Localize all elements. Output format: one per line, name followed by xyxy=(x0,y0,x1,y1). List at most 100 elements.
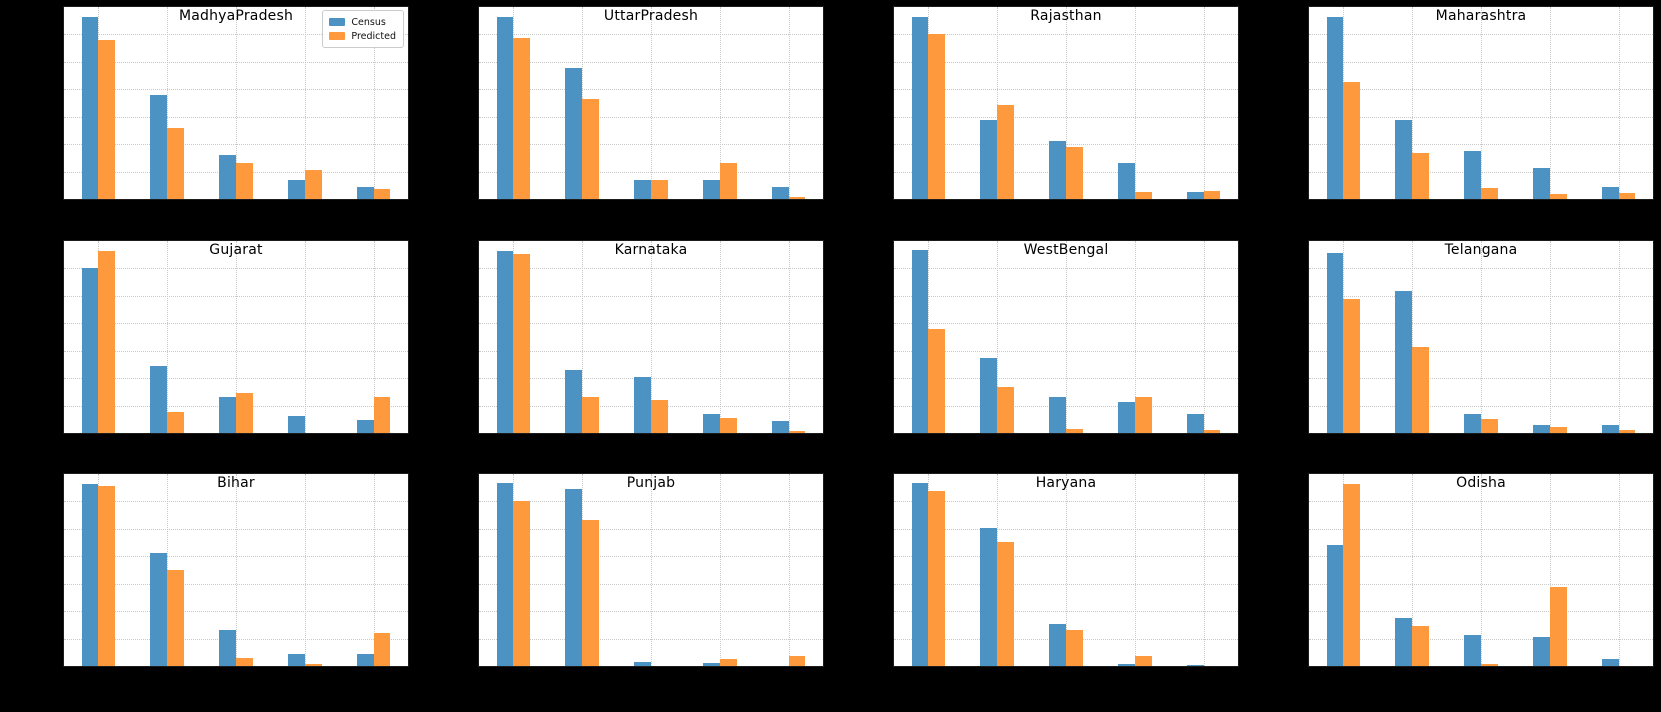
bar-predicted-group4 xyxy=(1549,194,1567,199)
vertical-gridline xyxy=(719,241,721,433)
vertical-gridline xyxy=(1412,241,1414,433)
bar-predicted-group5 xyxy=(373,189,391,199)
vertical-gridline xyxy=(719,7,721,199)
vertical-gridline xyxy=(788,7,790,199)
bar-predicted-group1 xyxy=(513,500,531,666)
bar-census-group1 xyxy=(496,16,514,199)
bar-predicted-group2 xyxy=(997,542,1015,666)
vertical-gridline xyxy=(373,241,375,433)
vertical-gridline xyxy=(167,7,169,199)
bar-census-group2 xyxy=(1395,120,1413,199)
vertical-gridline xyxy=(1549,474,1551,666)
subplot-madhyapradesh: MadhyaPradesh Census Predicted xyxy=(63,6,409,200)
bar-predicted-group5 xyxy=(1618,193,1636,199)
bar-predicted-group5 xyxy=(373,633,391,666)
plot-area xyxy=(894,7,1238,199)
bar-predicted-group4 xyxy=(304,664,322,666)
bar-predicted-group2 xyxy=(997,386,1015,433)
bar-predicted-group4 xyxy=(719,659,737,666)
bar-census-group1 xyxy=(81,267,99,433)
vertical-gridline xyxy=(1481,474,1482,666)
plot-area xyxy=(479,241,823,433)
vertical-gridline xyxy=(373,474,375,666)
bar-predicted-group3 xyxy=(236,162,253,199)
bar-census-group3 xyxy=(1464,635,1481,666)
bar-predicted-group1 xyxy=(928,491,946,666)
vertical-gridline xyxy=(304,7,306,199)
bar-census-group2 xyxy=(1395,290,1413,433)
legend-swatch-predicted xyxy=(329,32,346,40)
bar-census-group5 xyxy=(1601,659,1619,666)
bar-census-group4 xyxy=(1532,168,1550,199)
bar-census-group1 xyxy=(81,483,99,666)
bar-census-group2 xyxy=(150,365,168,433)
bar-census-group1 xyxy=(81,16,99,199)
subplot-maharashtra: Maharashtra xyxy=(1308,6,1654,200)
bar-predicted-group2 xyxy=(997,104,1015,199)
vertical-gridline xyxy=(1134,241,1136,433)
plot-area xyxy=(479,474,823,666)
bar-predicted-group3 xyxy=(1066,429,1083,433)
bar-census-group4 xyxy=(702,663,720,666)
vertical-gridline xyxy=(1412,7,1414,199)
bar-predicted-group3 xyxy=(1481,418,1498,433)
bar-census-group4 xyxy=(1532,425,1550,433)
bar-census-group2 xyxy=(980,120,998,199)
subplot-telangana: Telangana xyxy=(1308,240,1654,434)
bar-predicted-group2 xyxy=(582,396,600,433)
bar-census-group3 xyxy=(219,154,236,199)
bar-predicted-group3 xyxy=(651,400,668,433)
vertical-gridline xyxy=(236,7,237,199)
bar-predicted-group3 xyxy=(651,179,668,199)
bar-predicted-group2 xyxy=(1412,152,1430,199)
bar-census-group2 xyxy=(150,552,168,666)
bar-census-group4 xyxy=(1117,664,1135,666)
vertical-gridline xyxy=(1203,241,1205,433)
vertical-gridline xyxy=(1481,241,1482,433)
subplot-rajasthan: Rajasthan xyxy=(893,6,1239,200)
vertical-gridline xyxy=(1481,7,1482,199)
bar-predicted-group2 xyxy=(582,520,600,666)
vertical-gridline xyxy=(304,474,306,666)
bar-census-group3 xyxy=(1049,397,1066,433)
bar-predicted-group2 xyxy=(582,99,600,199)
subplot-odisha: Odisha xyxy=(1308,473,1654,667)
vertical-gridline xyxy=(1203,7,1205,199)
bar-census-group5 xyxy=(1186,192,1204,199)
vertical-gridline xyxy=(1066,7,1067,199)
bar-predicted-group4 xyxy=(1549,587,1567,666)
vertical-gridline xyxy=(1134,7,1136,199)
bar-predicted-group1 xyxy=(928,329,946,433)
bar-census-group2 xyxy=(1395,618,1413,666)
bar-predicted-group4 xyxy=(1134,192,1152,199)
bar-census-group1 xyxy=(496,482,514,666)
bar-census-group1 xyxy=(911,16,929,199)
vertical-gridline xyxy=(651,474,652,666)
bar-predicted-group5 xyxy=(373,396,391,433)
vertical-gridline xyxy=(719,474,721,666)
bar-census-group2 xyxy=(150,95,168,199)
bar-census-group4 xyxy=(287,179,305,199)
bar-census-group5 xyxy=(356,187,374,199)
bar-census-group1 xyxy=(1326,252,1344,433)
vertical-gridline xyxy=(1618,474,1620,666)
bar-census-group3 xyxy=(634,377,651,433)
bar-predicted-group4 xyxy=(1134,396,1152,433)
plot-area xyxy=(1309,241,1653,433)
bar-census-group2 xyxy=(980,358,998,433)
legend-item-predicted: Predicted xyxy=(329,29,396,43)
subplot-gujarat: Gujarat xyxy=(63,240,409,434)
bar-predicted-group3 xyxy=(1066,629,1083,666)
bar-census-group5 xyxy=(771,187,789,199)
bar-census-group3 xyxy=(634,662,651,666)
bar-census-group5 xyxy=(356,419,374,433)
vertical-gridline xyxy=(1618,241,1620,433)
legend-label: Census xyxy=(351,16,386,28)
subplot-karnataka: Karnataka xyxy=(478,240,824,434)
bar-predicted-group1 xyxy=(1343,298,1361,433)
bar-predicted-group1 xyxy=(513,254,531,433)
plot-area xyxy=(1309,474,1653,666)
legend-label: Predicted xyxy=(351,30,396,42)
bar-census-group3 xyxy=(1049,141,1066,199)
bar-predicted-group2 xyxy=(167,127,185,199)
